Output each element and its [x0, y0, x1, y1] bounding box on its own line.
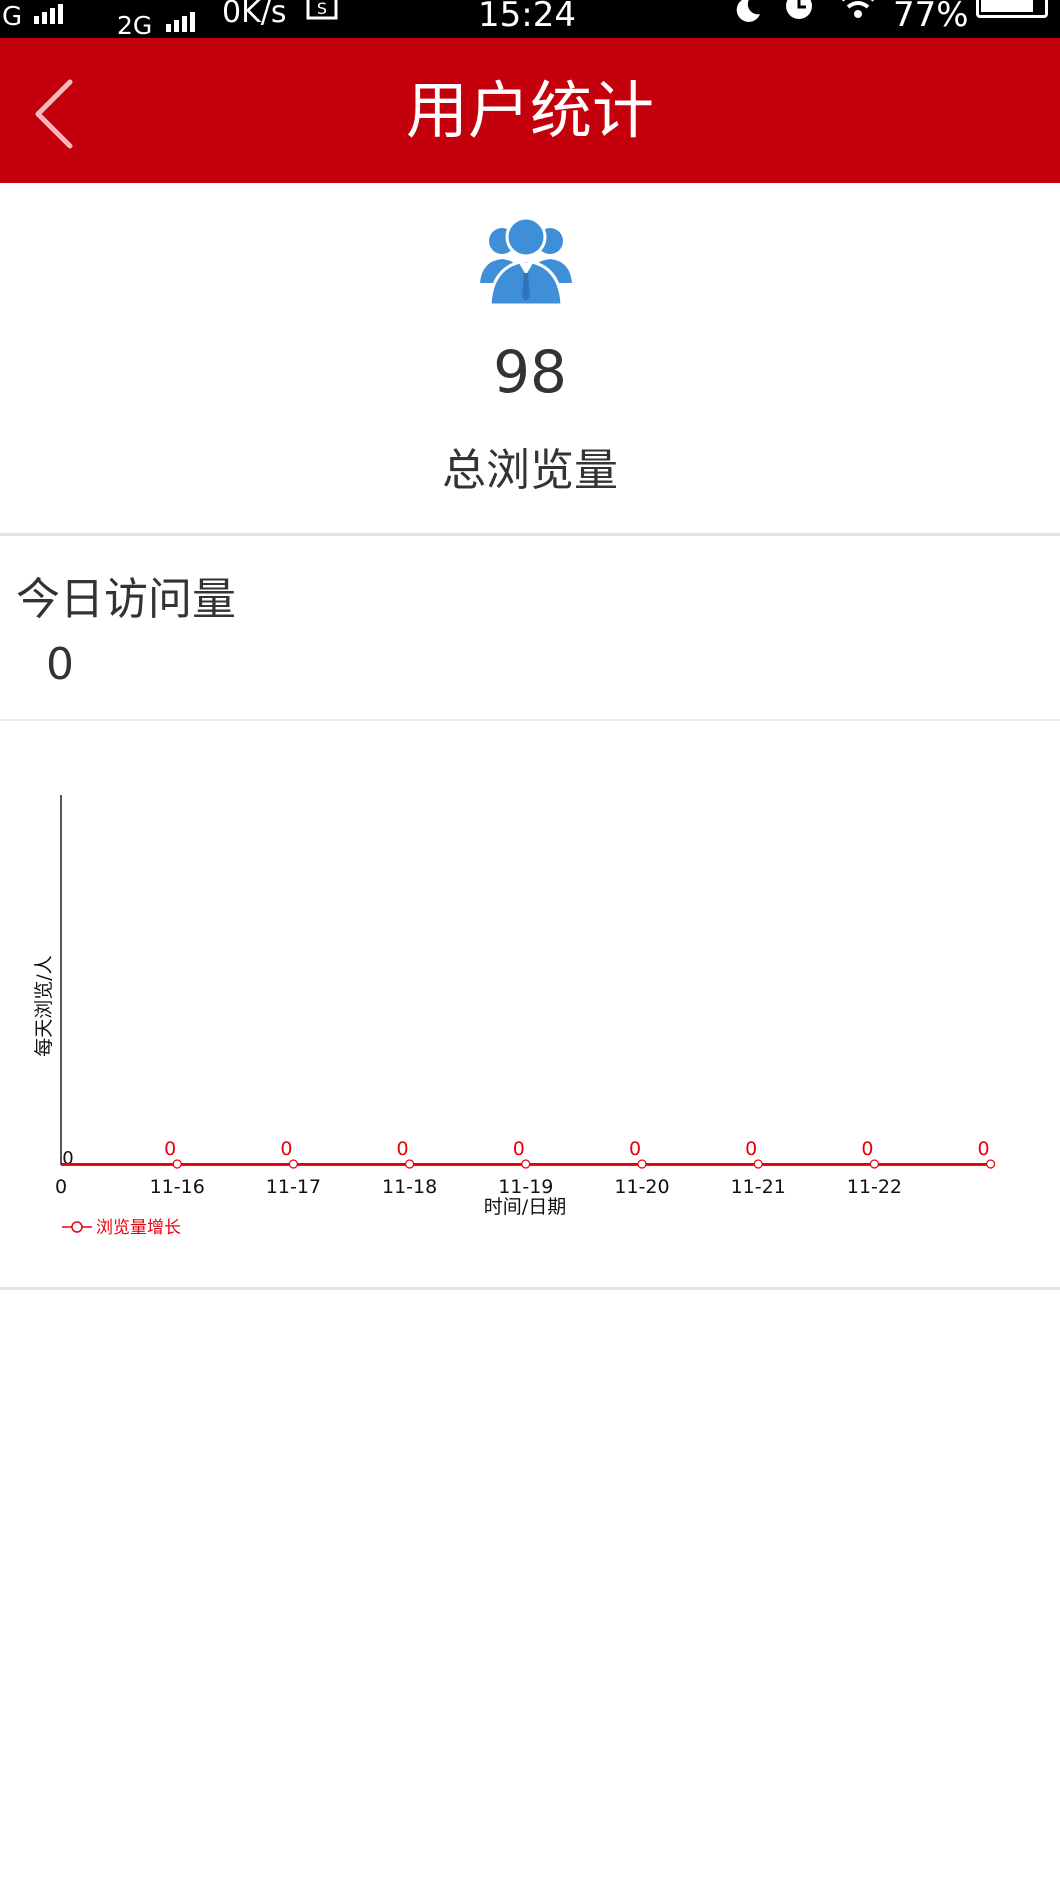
data-point[interactable]	[754, 1160, 762, 1168]
signal-icon	[34, 4, 63, 24]
daily-views-chart: 每天浏览/人 时间/日期 0 0 11-16 11-17 11-18 11-19 11-…	[0, 723, 1060, 1290]
users-group-icon	[476, 211, 576, 307]
signal-2g-icon	[166, 12, 195, 32]
data-point[interactable]	[987, 1160, 995, 1168]
notification-s-icon: S	[306, 0, 338, 22]
legend-marker	[72, 1222, 82, 1232]
chart-canvas: 每天浏览/人 时间/日期 0 0 11-16 11-17 11-18 11-19 11-…	[0, 723, 1060, 1290]
network-2g-label: 2G	[117, 13, 152, 38]
data-label: 0	[745, 1138, 757, 1160]
data-label: 0	[164, 1138, 176, 1160]
chart-marks: 11-16 11-17 11-18 11-19 11-20 11-21 11-22 0 0 0 0 0…	[61, 1138, 995, 1198]
data-label: 0	[629, 1138, 641, 1160]
x-origin-label: 0	[55, 1176, 67, 1198]
today-visits-value: 0	[46, 643, 74, 687]
x-tick-label: 11-19	[498, 1176, 553, 1198]
data-label: 0	[861, 1138, 873, 1160]
total-views-label: 总浏览量	[0, 449, 1060, 493]
x-axis-label: 时间/日期	[484, 1196, 566, 1218]
network-type-label: G	[2, 4, 22, 30]
x-tick-label: 11-20	[614, 1176, 669, 1198]
data-label: 0	[397, 1138, 409, 1160]
data-label: 0	[513, 1138, 525, 1160]
today-visits-label: 今日访问量	[16, 578, 236, 622]
data-point[interactable]	[522, 1160, 530, 1168]
x-tick-label: 11-22	[847, 1176, 902, 1198]
x-tick-label: 11-17	[266, 1176, 321, 1198]
data-point[interactable]	[173, 1160, 181, 1168]
data-point[interactable]	[406, 1160, 414, 1168]
x-tick-label: 11-18	[382, 1176, 437, 1198]
total-views-panel: 98 总浏览量	[0, 183, 1060, 536]
alarm-clock-icon	[782, 0, 816, 22]
today-visits-panel: 今日访问量 0	[0, 539, 1060, 721]
status-bar: G 2G 0K/s S 15:24 77%	[0, 0, 1060, 38]
x-tick-label: 11-16	[150, 1176, 205, 1198]
page-title: 用户统计	[0, 38, 1060, 183]
legend-label: 浏览量增长	[96, 1218, 181, 1238]
moon-icon	[732, 0, 762, 22]
battery-percent: 77%	[893, 0, 969, 32]
battery-icon	[976, 0, 1048, 18]
title-bar: 用户统计	[0, 38, 1060, 183]
svg-text:S: S	[317, 0, 327, 18]
data-label: 0	[280, 1138, 292, 1160]
data-point[interactable]	[638, 1160, 646, 1168]
data-point[interactable]	[870, 1160, 878, 1168]
data-point[interactable]	[289, 1160, 297, 1168]
status-time: 15:24	[478, 0, 576, 32]
y-origin-label: 0	[62, 1148, 73, 1169]
wifi-icon	[838, 0, 878, 22]
network-speed: 0K/s	[222, 0, 287, 28]
total-views-value: 98	[0, 343, 1060, 401]
chart-legend[interactable]: 浏览量增长	[62, 1218, 181, 1238]
data-label: 0	[978, 1138, 990, 1160]
y-axis-label: 每天浏览/人	[33, 955, 55, 1056]
x-tick-label: 11-21	[731, 1176, 786, 1198]
